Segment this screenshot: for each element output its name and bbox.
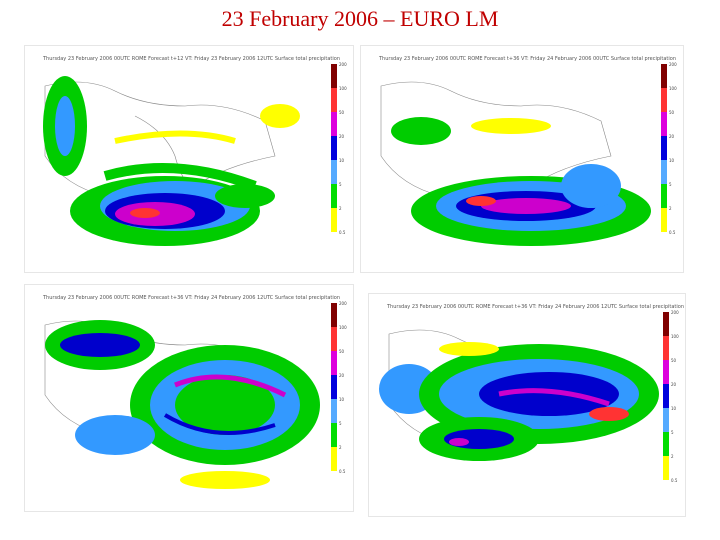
precipitation-map — [380, 81, 651, 246]
precipitation-map — [44, 320, 320, 489]
forecast-map-panel-3: Thursday 23 February 2006 00UTC ROME For… — [25, 285, 353, 511]
forecast-map-panel-1: Thursday 23 February 2006 00UTC ROME For… — [25, 46, 353, 272]
panel-header: Thursday 23 February 2006 00UTC ROME For… — [387, 304, 685, 310]
forecast-map-panel-2: Thursday 23 February 2006 00UTC ROME For… — [361, 46, 683, 272]
colorbar — [663, 312, 669, 480]
colorbar — [331, 64, 337, 232]
slide-title: 23 February 2006 – EURO LM — [221, 6, 499, 31]
panel-header: Thursday 23 February 2006 00UTC ROME For… — [379, 56, 677, 62]
colorbar — [331, 303, 337, 471]
panel-header: Thursday 23 February 2006 00UTC ROME For… — [43, 56, 341, 62]
precipitation-map — [43, 76, 300, 246]
colorbar — [661, 64, 667, 232]
precipitation-map — [379, 329, 659, 461]
forecast-map-panel-4: Thursday 23 February 2006 00UTC ROME For… — [369, 294, 685, 516]
panel-header: Thursday 23 February 2006 00UTC ROME For… — [43, 295, 341, 301]
